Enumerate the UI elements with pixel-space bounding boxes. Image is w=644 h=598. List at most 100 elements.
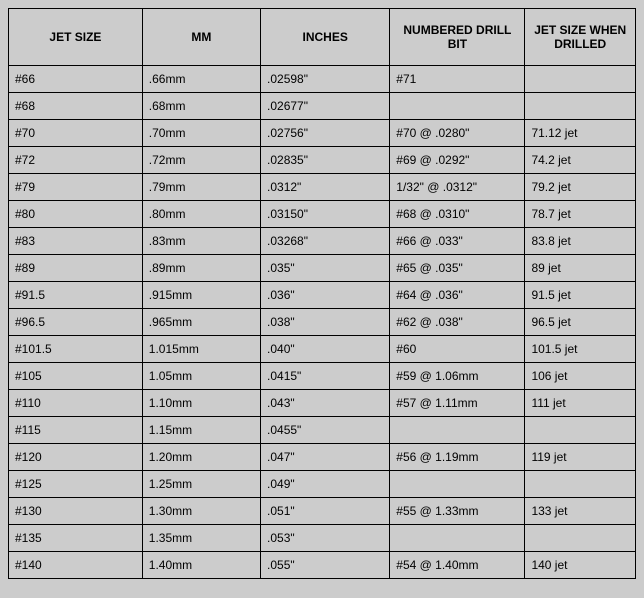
table-cell [525, 525, 636, 552]
table-row: #80.80mm.03150"#68 @ .0310"78.7 jet [9, 201, 636, 228]
table-cell: #56 @ 1.19mm [390, 444, 525, 471]
table-cell: .72mm [142, 147, 260, 174]
table-cell: .80mm [142, 201, 260, 228]
table-cell: 101.5 jet [525, 336, 636, 363]
table-cell: #140 [9, 552, 143, 579]
table-cell: #101.5 [9, 336, 143, 363]
table-cell: .79mm [142, 174, 260, 201]
table-cell: .83mm [142, 228, 260, 255]
table-cell: #80 [9, 201, 143, 228]
table-cell: .040" [261, 336, 390, 363]
table-cell: .915mm [142, 282, 260, 309]
table-cell: #70 [9, 120, 143, 147]
table-cell: #60 [390, 336, 525, 363]
table-cell: .049" [261, 471, 390, 498]
table-cell: 1.15mm [142, 417, 260, 444]
table-cell: 79.2 jet [525, 174, 636, 201]
table-cell: 74.2 jet [525, 147, 636, 174]
table-cell: #135 [9, 525, 143, 552]
table-cell: .0455" [261, 417, 390, 444]
table-cell: .70mm [142, 120, 260, 147]
table-row: #89.89mm.035"#65 @ .035"89 jet [9, 255, 636, 282]
table-row: #1051.05mm.0415"#59 @ 1.06mm106 jet [9, 363, 636, 390]
table-cell: #64 @ .036" [390, 282, 525, 309]
table-cell [390, 471, 525, 498]
col-header-drill-bit: NUMBERED DRILL BIT [390, 9, 525, 66]
table-cell: #89 [9, 255, 143, 282]
table-cell: .03268" [261, 228, 390, 255]
table-cell: #115 [9, 417, 143, 444]
table-cell: .055" [261, 552, 390, 579]
table-row: #83.83mm.03268"#66 @ .033"83.8 jet [9, 228, 636, 255]
table-cell: #57 @ 1.11mm [390, 390, 525, 417]
table-cell: 1.20mm [142, 444, 260, 471]
table-cell: #55 @ 1.33mm [390, 498, 525, 525]
table-cell: 133 jet [525, 498, 636, 525]
table-cell [390, 93, 525, 120]
col-header-mm: MM [142, 9, 260, 66]
table-cell: 1/32" @ .0312" [390, 174, 525, 201]
table-cell: .053" [261, 525, 390, 552]
table-cell: 71.12 jet [525, 120, 636, 147]
table-row: #101.51.015mm.040"#60101.5 jet [9, 336, 636, 363]
table-cell: #79 [9, 174, 143, 201]
table-row: #66.66mm.02598"#71 [9, 66, 636, 93]
table-cell [525, 471, 636, 498]
table-cell: #62 @ .038" [390, 309, 525, 336]
table-cell: 78.7 jet [525, 201, 636, 228]
table-cell: .89mm [142, 255, 260, 282]
table-cell: #91.5 [9, 282, 143, 309]
table-cell: #68 @ .0310" [390, 201, 525, 228]
table-cell: #54 @ 1.40mm [390, 552, 525, 579]
table-cell: .965mm [142, 309, 260, 336]
table-cell: 1.30mm [142, 498, 260, 525]
table-cell: .047" [261, 444, 390, 471]
table-cell: 1.10mm [142, 390, 260, 417]
table-row: #1201.20mm.047"#56 @ 1.19mm119 jet [9, 444, 636, 471]
table-cell: .02598" [261, 66, 390, 93]
table-row: #1401.40mm.055"#54 @ 1.40mm140 jet [9, 552, 636, 579]
table-cell: #66 @ .033" [390, 228, 525, 255]
table-cell: .02756" [261, 120, 390, 147]
col-header-inches: INCHES [261, 9, 390, 66]
table-cell: #65 @ .035" [390, 255, 525, 282]
table-cell [525, 417, 636, 444]
table-cell: #105 [9, 363, 143, 390]
table-cell: 119 jet [525, 444, 636, 471]
table-cell: #68 [9, 93, 143, 120]
table-cell: 1.05mm [142, 363, 260, 390]
table-cell: #125 [9, 471, 143, 498]
table-cell: 111 jet [525, 390, 636, 417]
table-cell: .68mm [142, 93, 260, 120]
table-cell: .02677" [261, 93, 390, 120]
table-row: #1101.10mm.043"#57 @ 1.11mm111 jet [9, 390, 636, 417]
table-cell: 96.5 jet [525, 309, 636, 336]
table-cell: #71 [390, 66, 525, 93]
table-cell: .036" [261, 282, 390, 309]
table-cell: 106 jet [525, 363, 636, 390]
table-row: #1351.35mm.053" [9, 525, 636, 552]
table-cell: #96.5 [9, 309, 143, 336]
table-cell: .02835" [261, 147, 390, 174]
table-cell: .035" [261, 255, 390, 282]
table-cell: 140 jet [525, 552, 636, 579]
table-row: #1151.15mm.0455" [9, 417, 636, 444]
table-cell: #59 @ 1.06mm [390, 363, 525, 390]
table-cell: .043" [261, 390, 390, 417]
table-cell: #66 [9, 66, 143, 93]
table-row: #72.72mm.02835"#69 @ .0292"74.2 jet [9, 147, 636, 174]
jet-size-table: JET SIZE MM INCHES NUMBERED DRILL BIT JE… [8, 8, 636, 579]
table-cell [525, 93, 636, 120]
col-header-drilled-size: JET SIZE WHEN DRILLED [525, 9, 636, 66]
table-row: #1251.25mm.049" [9, 471, 636, 498]
table-cell: 1.25mm [142, 471, 260, 498]
table-cell: #70 @ .0280" [390, 120, 525, 147]
table-row: #91.5.915mm.036"#64 @ .036"91.5 jet [9, 282, 636, 309]
table-cell: .051" [261, 498, 390, 525]
table-cell: .0415" [261, 363, 390, 390]
table-row: #68.68mm.02677" [9, 93, 636, 120]
table-row: #96.5.965mm.038"#62 @ .038"96.5 jet [9, 309, 636, 336]
col-header-jet-size: JET SIZE [9, 9, 143, 66]
table-cell: 83.8 jet [525, 228, 636, 255]
table-cell: .66mm [142, 66, 260, 93]
